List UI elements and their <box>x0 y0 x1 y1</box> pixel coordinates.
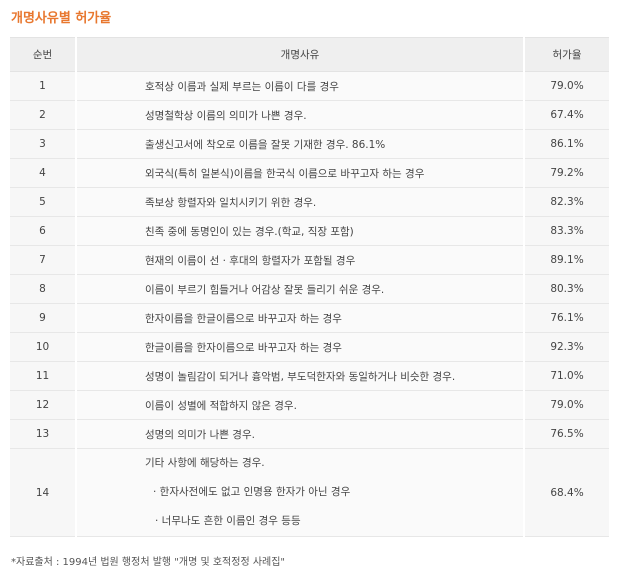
row-reason: 족보상 항렬자와 일치시키기 위한 경우. <box>75 187 524 217</box>
reason-sub-item: · 한자사전에도 없고 인명용 한자가 아닌 경우 <box>153 486 351 498</box>
row-number: 6 <box>10 216 76 246</box>
row-rate: 76.1% <box>523 303 609 333</box>
row-rate: 83.3% <box>523 216 609 246</box>
row-reason: 친족 중에 동명인이 있는 경우.(학교, 직장 포함) <box>75 216 524 246</box>
row-number: 7 <box>10 245 76 275</box>
row-number: 9 <box>10 303 76 333</box>
row-rate: 67.4% <box>523 100 609 130</box>
row-number: 12 <box>10 390 76 420</box>
header-reason: 개명사유 <box>75 37 524 72</box>
table-row: 9 한자이름을 한글이름으로 바꾸고자 하는 경우 76.1% <box>10 303 609 333</box>
table-row: 13 성명의 의미가 나쁜 경우. 76.5% <box>10 419 609 449</box>
row-rate: 80.3% <box>523 274 609 304</box>
row-number: 13 <box>10 419 76 449</box>
row-reason: 기타 사항에 해당하는 경우. · 한자사전에도 없고 인명용 한자가 아닌 경… <box>75 448 524 537</box>
row-reason: 성명철학상 이름의 의미가 나쁜 경우. <box>75 100 524 130</box>
table-header-row: 순번 개명사유 허가율 <box>10 37 609 72</box>
row-rate: 86.1% <box>523 129 609 159</box>
row-rate: 79.0% <box>523 390 609 420</box>
row-rate: 68.4% <box>523 448 609 537</box>
header-rate: 허가율 <box>523 37 609 72</box>
table-row: 10 한글이름을 한자이름으로 바꾸고자 하는 경우 92.3% <box>10 332 609 362</box>
table-row: 7 현재의 이름이 선 · 후대의 항렬자가 포함될 경우 89.1% <box>10 245 609 275</box>
row-rate: 79.0% <box>523 71 609 101</box>
table-row: 1 호적상 이름과 실제 부르는 이름이 다를 경우 79.0% <box>10 71 609 101</box>
table-row: 4 외국식(특히 일본식)이름을 한국식 이름으로 바꾸고자 하는 경우 79.… <box>10 158 609 188</box>
row-reason: 이름이 부르기 힘들거나 어감상 잘못 들리기 쉬운 경우. <box>75 274 524 304</box>
table-row: 12 이름이 성별에 적합하지 않은 경우. 79.0% <box>10 390 609 420</box>
rename-reason-table: 순번 개명사유 허가율 1 호적상 이름과 실제 부르는 이름이 다를 경우 7… <box>10 37 609 537</box>
source-note: *자료출처 : 1994년 법원 행정처 발행 "개명 및 호적정정 사례집" <box>11 557 286 568</box>
row-number: 11 <box>10 361 76 391</box>
row-rate: 79.2% <box>523 158 609 188</box>
row-reason: 성명이 놀림감이 되거나 흉악범, 부도덕한자와 동일하거나 비슷한 경우. <box>75 361 524 391</box>
table-row: 6 친족 중에 동명인이 있는 경우.(학교, 직장 포함) 83.3% <box>10 216 609 246</box>
row-rate: 76.5% <box>523 419 609 449</box>
reason-main-text: 기타 사항에 해당하는 경우. <box>145 457 265 469</box>
row-number: 3 <box>10 129 76 159</box>
row-number: 14 <box>10 448 76 537</box>
row-rate: 89.1% <box>523 245 609 275</box>
row-reason: 한자이름을 한글이름으로 바꾸고자 하는 경우 <box>75 303 524 333</box>
row-rate: 82.3% <box>523 187 609 217</box>
row-reason: 한글이름을 한자이름으로 바꾸고자 하는 경우 <box>75 332 524 362</box>
row-number: 1 <box>10 71 76 101</box>
row-number: 10 <box>10 332 76 362</box>
table-row: 3 출생신고서에 착오로 이름을 잘못 기재한 경우. 86.1% 86.1% <box>10 129 609 159</box>
table-row: 5 족보상 항렬자와 일치시키기 위한 경우. 82.3% <box>10 187 609 217</box>
row-reason: 외국식(특히 일본식)이름을 한국식 이름으로 바꾸고자 하는 경우 <box>75 158 524 188</box>
row-reason: 이름이 성별에 적합하지 않은 경우. <box>75 390 524 420</box>
table-row: 8 이름이 부르기 힘들거나 어감상 잘못 들리기 쉬운 경우. 80.3% <box>10 274 609 304</box>
row-reason: 호적상 이름과 실제 부르는 이름이 다를 경우 <box>75 71 524 101</box>
row-number: 4 <box>10 158 76 188</box>
row-number: 8 <box>10 274 76 304</box>
table-row: 14 기타 사항에 해당하는 경우. · 한자사전에도 없고 인명용 한자가 아… <box>10 448 609 537</box>
header-number: 순번 <box>10 37 76 72</box>
row-number: 5 <box>10 187 76 217</box>
page-title: 개명사유별 허가율 <box>11 11 112 26</box>
row-number: 2 <box>10 100 76 130</box>
row-reason: 출생신고서에 착오로 이름을 잘못 기재한 경우. 86.1% <box>75 129 524 159</box>
row-rate: 92.3% <box>523 332 609 362</box>
reason-sub-item: · 너무나도 흔한 이름인 경우 등등 <box>155 515 301 527</box>
table-row: 2 성명철학상 이름의 의미가 나쁜 경우. 67.4% <box>10 100 609 130</box>
row-rate: 71.0% <box>523 361 609 391</box>
row-reason: 현재의 이름이 선 · 후대의 항렬자가 포함될 경우 <box>75 245 524 275</box>
row-reason: 성명의 의미가 나쁜 경우. <box>75 419 524 449</box>
table-row: 11 성명이 놀림감이 되거나 흉악범, 부도덕한자와 동일하거나 비슷한 경우… <box>10 361 609 391</box>
